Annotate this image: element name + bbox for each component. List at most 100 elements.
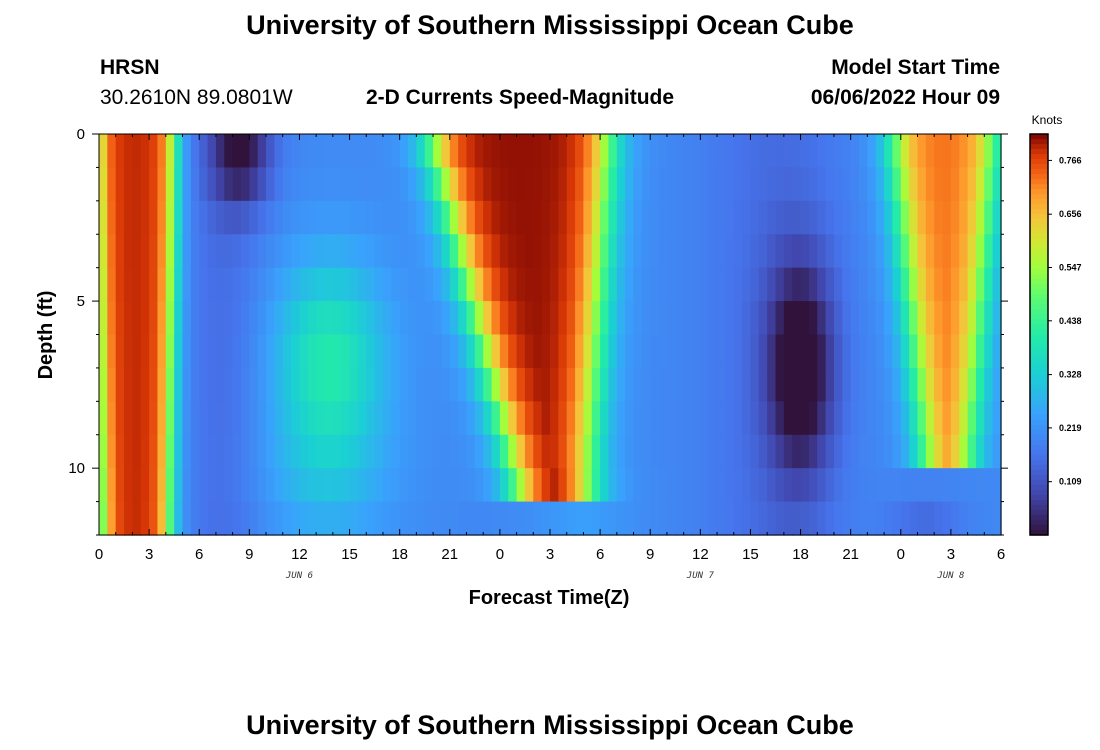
heatmap-cell [491, 267, 501, 302]
colorbar-swatch [1030, 354, 1048, 361]
heatmap-cell [767, 468, 777, 503]
heatmap-cell [833, 434, 844, 469]
heatmap-cell [207, 468, 217, 503]
heatmap-cell [332, 468, 342, 503]
station-name: HRSN [100, 56, 160, 79]
heatmap-cell [984, 468, 994, 503]
heatmap-cell [374, 367, 384, 403]
heatmap-cell [190, 200, 200, 235]
heatmap-cell [399, 334, 409, 369]
heatmap-cell [783, 367, 793, 403]
heatmap-cell [449, 334, 459, 369]
heatmap-cell [541, 367, 551, 403]
heatmap-cell [541, 334, 551, 369]
heatmap-cell [792, 501, 802, 536]
heatmap-cell [132, 434, 142, 469]
heatmap-cell [249, 367, 259, 403]
heatmap-cell [324, 301, 334, 336]
heatmap-cell [107, 200, 117, 235]
heatmap-cell [992, 334, 1002, 369]
x-tick-label: 3 [145, 546, 153, 563]
heatmap-cell [399, 267, 409, 302]
heatmap-cell [149, 267, 159, 302]
heatmap-cell [408, 334, 418, 369]
heatmap-cell [366, 501, 376, 536]
heatmap-cell [767, 234, 777, 269]
heatmap-cell [399, 501, 409, 536]
heatmap-cell [967, 200, 977, 235]
heatmap-cell [416, 401, 426, 436]
colorbar-swatch [1030, 294, 1048, 301]
heatmap-cell [332, 367, 342, 403]
heatmap-cell [683, 401, 693, 436]
date-label: JUN 6 [285, 571, 313, 581]
colorbar-swatch [1030, 314, 1048, 321]
heatmap-cell [174, 334, 184, 369]
heatmap-cell [566, 301, 576, 336]
heatmap-cell [859, 501, 869, 536]
colorbar-swatch [1030, 389, 1048, 396]
heatmap-cell [115, 401, 125, 436]
heatmap-cell [491, 134, 501, 169]
heatmap-cell [499, 167, 509, 202]
heatmap-cell [934, 468, 944, 503]
x-tick-label: 3 [947, 546, 955, 563]
heatmap-cell [533, 134, 543, 169]
heatmap-cell [925, 167, 935, 202]
heatmap-cell [399, 468, 409, 503]
heatmap-cell [750, 301, 760, 336]
heatmap-cell [884, 134, 894, 169]
heatmap-cell [149, 501, 159, 536]
colorbar-swatch [1030, 249, 1048, 255]
heatmap-cell [441, 468, 451, 503]
heatmap-cell [934, 334, 944, 369]
heatmap-cell [533, 434, 543, 469]
heatmap-cell [157, 200, 167, 235]
heatmap-cell [458, 301, 468, 336]
heatmap-cell [725, 167, 735, 202]
colorbar-swatch [1030, 484, 1048, 491]
heatmap-cell [566, 401, 576, 436]
heatmap-cell [950, 267, 960, 302]
heatmap-cell [708, 501, 718, 536]
heatmap-cell [875, 301, 885, 336]
heatmap-cell [483, 267, 493, 302]
colorbar-swatch [1030, 229, 1048, 235]
heatmap-cell [474, 401, 484, 436]
heatmap-cell [984, 434, 994, 469]
heatmap-cell [282, 468, 292, 503]
heatmap-cell [650, 468, 660, 503]
heatmap-cell [199, 334, 209, 369]
heatmap-cell [925, 401, 935, 436]
heatmap-cell [984, 334, 994, 369]
heatmap-cell [917, 234, 927, 269]
heatmap-cell [800, 167, 810, 202]
colorbar-swatch [1030, 339, 1048, 346]
heatmap-cell [466, 367, 476, 403]
date-label: JUN 7 [686, 571, 715, 581]
heatmap-cell [708, 267, 718, 302]
heatmap-cell [850, 434, 860, 469]
colorbar-swatch [1030, 409, 1048, 416]
heatmap-cell [215, 267, 225, 302]
heatmap-cell [750, 167, 760, 202]
heatmap-cell [257, 200, 267, 235]
heatmap-cell [900, 367, 910, 403]
heatmap-cell [750, 434, 760, 469]
heatmap-cell [767, 367, 777, 403]
heatmap-cell [165, 234, 175, 269]
heatmap-cell [499, 267, 509, 302]
heatmap-cell [516, 234, 526, 269]
heatmap-cell [199, 367, 209, 403]
heatmap-cell [725, 334, 735, 369]
heatmap-cell [583, 401, 593, 436]
heatmap-cell [124, 367, 134, 403]
heatmap-cell [917, 134, 927, 169]
heatmap-cell [416, 334, 426, 369]
heatmap-cell [132, 334, 142, 369]
heatmap-cell [725, 401, 735, 436]
heatmap-cell [817, 401, 827, 436]
colorbar-swatch [1030, 169, 1048, 175]
heatmap-cell [483, 468, 493, 503]
heatmap-cell [683, 301, 693, 336]
